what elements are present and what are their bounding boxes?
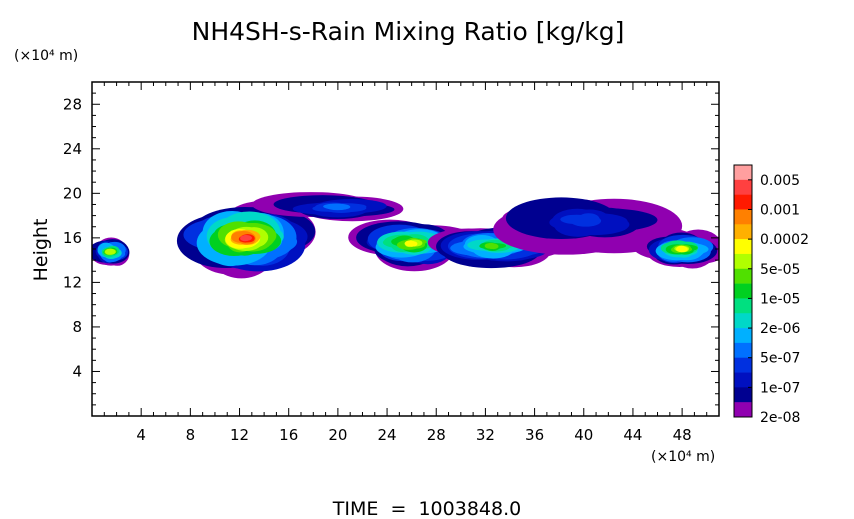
y-tick-label: 28: [63, 95, 82, 113]
y-tick-label: 4: [72, 362, 82, 380]
y-unit-label: (×10⁴ m): [14, 48, 78, 64]
colorbar-swatch: [734, 194, 752, 210]
colorbar-label: 2e-06: [760, 321, 800, 337]
y-tick-label: 24: [63, 140, 82, 158]
heat-cell: [105, 248, 115, 255]
colorbar-swatch: [734, 313, 752, 329]
heat-cell: [404, 240, 415, 247]
x-tick-label: 4: [136, 426, 146, 444]
heat-cell: [326, 204, 349, 211]
colorbar-label: 2e-08: [760, 410, 800, 426]
x-tick-label: 28: [427, 426, 446, 444]
x-tick-label: 32: [476, 426, 495, 444]
y-axis-label: Height: [30, 219, 52, 282]
colorbar-swatch: [734, 372, 752, 388]
x-tick-label: 40: [574, 426, 593, 444]
y-tick-label: 20: [63, 184, 82, 202]
colorbar-label: 1e-05: [760, 291, 800, 307]
colorbar-swatch: [734, 209, 752, 225]
colorbar-label: 5e-07: [760, 351, 800, 367]
colorbar-swatch: [734, 283, 752, 299]
colorbar-swatch: [734, 357, 752, 373]
heat-cell: [240, 235, 250, 242]
x-tick-label: 48: [673, 426, 692, 444]
colorbar-swatch: [734, 179, 752, 195]
x-tick-labels: 4 8 12 16 20 24 28 32 36 40 44 48: [136, 426, 691, 444]
colorbar-swatch: [734, 224, 752, 240]
colorbar-label: 0.005: [760, 173, 800, 189]
heatmap-field: [92, 192, 719, 279]
time-label: TIME = 1003848.0: [332, 498, 521, 519]
colorbar-swatch: [734, 402, 752, 418]
x-tick-label: 44: [623, 426, 642, 444]
x-tick-label: 8: [186, 426, 196, 444]
colorbar-swatch: [734, 268, 752, 284]
y-tick-label: 16: [63, 229, 82, 247]
colorbar-swatch: [734, 387, 752, 403]
colorbar-swatch: [734, 165, 752, 181]
heat-cell: [487, 243, 498, 249]
axis-ticks: [92, 82, 719, 416]
y-tick-label: 8: [72, 318, 82, 336]
x-tick-label: 20: [328, 426, 347, 444]
colorbar-swatch: [734, 342, 752, 359]
x-tick-label: 36: [525, 426, 544, 444]
heat-cell: [676, 246, 686, 253]
colorbar-label: 0.001: [760, 202, 800, 218]
x-tick-label: 24: [378, 426, 397, 444]
colorbar-swatch: [734, 253, 752, 270]
y-tick-labels: 4 8 12 16 20 24 28: [63, 95, 82, 380]
colorbar-swatch: [734, 328, 752, 344]
x-tick-label: 12: [230, 426, 249, 444]
colorbar: [733, 164, 753, 418]
colorbar-label: 1e-07: [760, 380, 800, 396]
colorbar-label: 0.0002: [760, 232, 809, 248]
y-tick-label: 12: [63, 273, 82, 291]
x-unit-label: (×10⁴ m): [651, 449, 715, 465]
heat-cell: [577, 213, 600, 226]
colorbar-label: 5e-05: [760, 262, 800, 278]
chart-title: NH4SH-s-Rain Mixing Ratio [kg/kg]: [192, 17, 625, 46]
colorbar-labels: 0.005 0.001 0.0002 5e-05 1e-05 2e-06 5e-07 1e-0…: [748, 173, 809, 426]
colorbar-swatch: [734, 298, 752, 314]
colorbar-frame: [733, 164, 753, 418]
x-tick-label: 16: [279, 426, 298, 444]
colorbar-swatch: [734, 239, 752, 255]
